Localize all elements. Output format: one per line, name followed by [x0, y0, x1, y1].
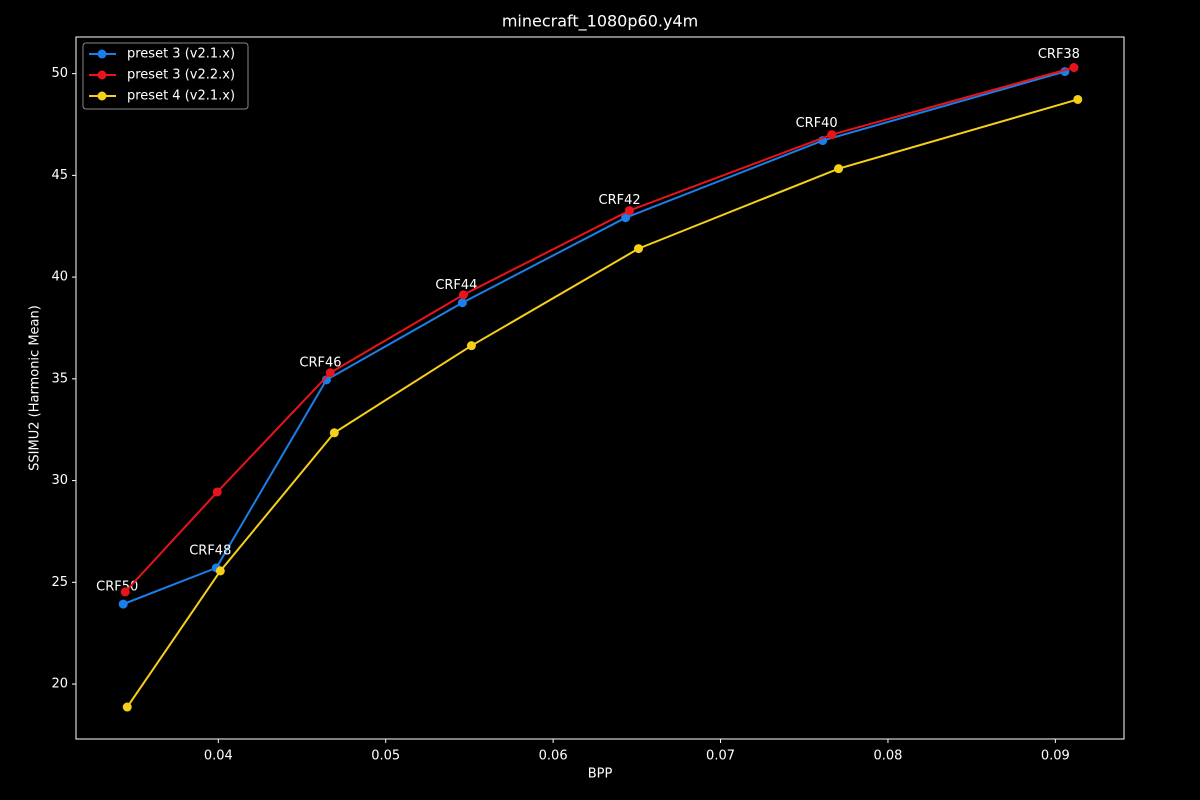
data-point [325, 368, 335, 378]
x-axis-label: BPP [588, 767, 613, 782]
legend-label: preset 4 (v2.1.x) [127, 89, 235, 104]
data-point [215, 566, 225, 576]
data-point [457, 298, 467, 308]
point-label: CRF48 [189, 543, 231, 558]
data-point [122, 702, 132, 712]
data-point [329, 428, 339, 438]
y-tick-label: 45 [51, 168, 68, 183]
x-tick-label: 0.07 [706, 749, 735, 764]
plot-frame [75, 36, 1125, 740]
legend-marker [97, 70, 107, 80]
legend-marker [97, 49, 107, 59]
data-point [466, 341, 476, 351]
point-label: CRF46 [299, 355, 341, 370]
point-label: CRF50 [96, 580, 138, 595]
data-point [1073, 94, 1083, 104]
data-point [321, 375, 331, 385]
data-point [624, 206, 634, 216]
y-tick-label: 20 [51, 677, 68, 692]
point-label: CRF38 [1038, 47, 1080, 62]
y-tick-label: 50 [51, 66, 68, 81]
data-point [827, 130, 837, 140]
data-point [1069, 63, 1079, 73]
x-tick-label: 0.05 [371, 749, 400, 764]
y-tick-label: 30 [51, 473, 68, 488]
x-tick-label: 0.08 [873, 749, 902, 764]
data-point [118, 599, 128, 609]
point-label: CRF40 [796, 116, 838, 131]
y-tick-label: 25 [51, 575, 68, 590]
data-point [634, 244, 644, 254]
legend-label: preset 3 (v2.2.x) [127, 68, 235, 83]
legend-label: preset 3 (v2.1.x) [127, 47, 235, 62]
y-tick-label: 35 [51, 371, 68, 386]
y-axis-label: SSIMU2 (Harmonic Mean) [28, 305, 43, 471]
legend-box [82, 42, 249, 110]
x-tick-label: 0.09 [1041, 749, 1070, 764]
x-tick-label: 0.06 [539, 749, 568, 764]
data-point [621, 213, 631, 223]
chart-title: minecraft_1080p60.y4m [502, 12, 698, 32]
data-point [458, 290, 468, 300]
data-point [834, 164, 844, 174]
y-tick-label: 40 [51, 270, 68, 285]
point-label: CRF44 [435, 278, 477, 293]
data-point [120, 587, 130, 597]
point-label: CRF42 [599, 193, 641, 208]
data-point [212, 487, 222, 497]
legend-marker [97, 91, 107, 101]
x-tick-label: 0.04 [204, 749, 233, 764]
